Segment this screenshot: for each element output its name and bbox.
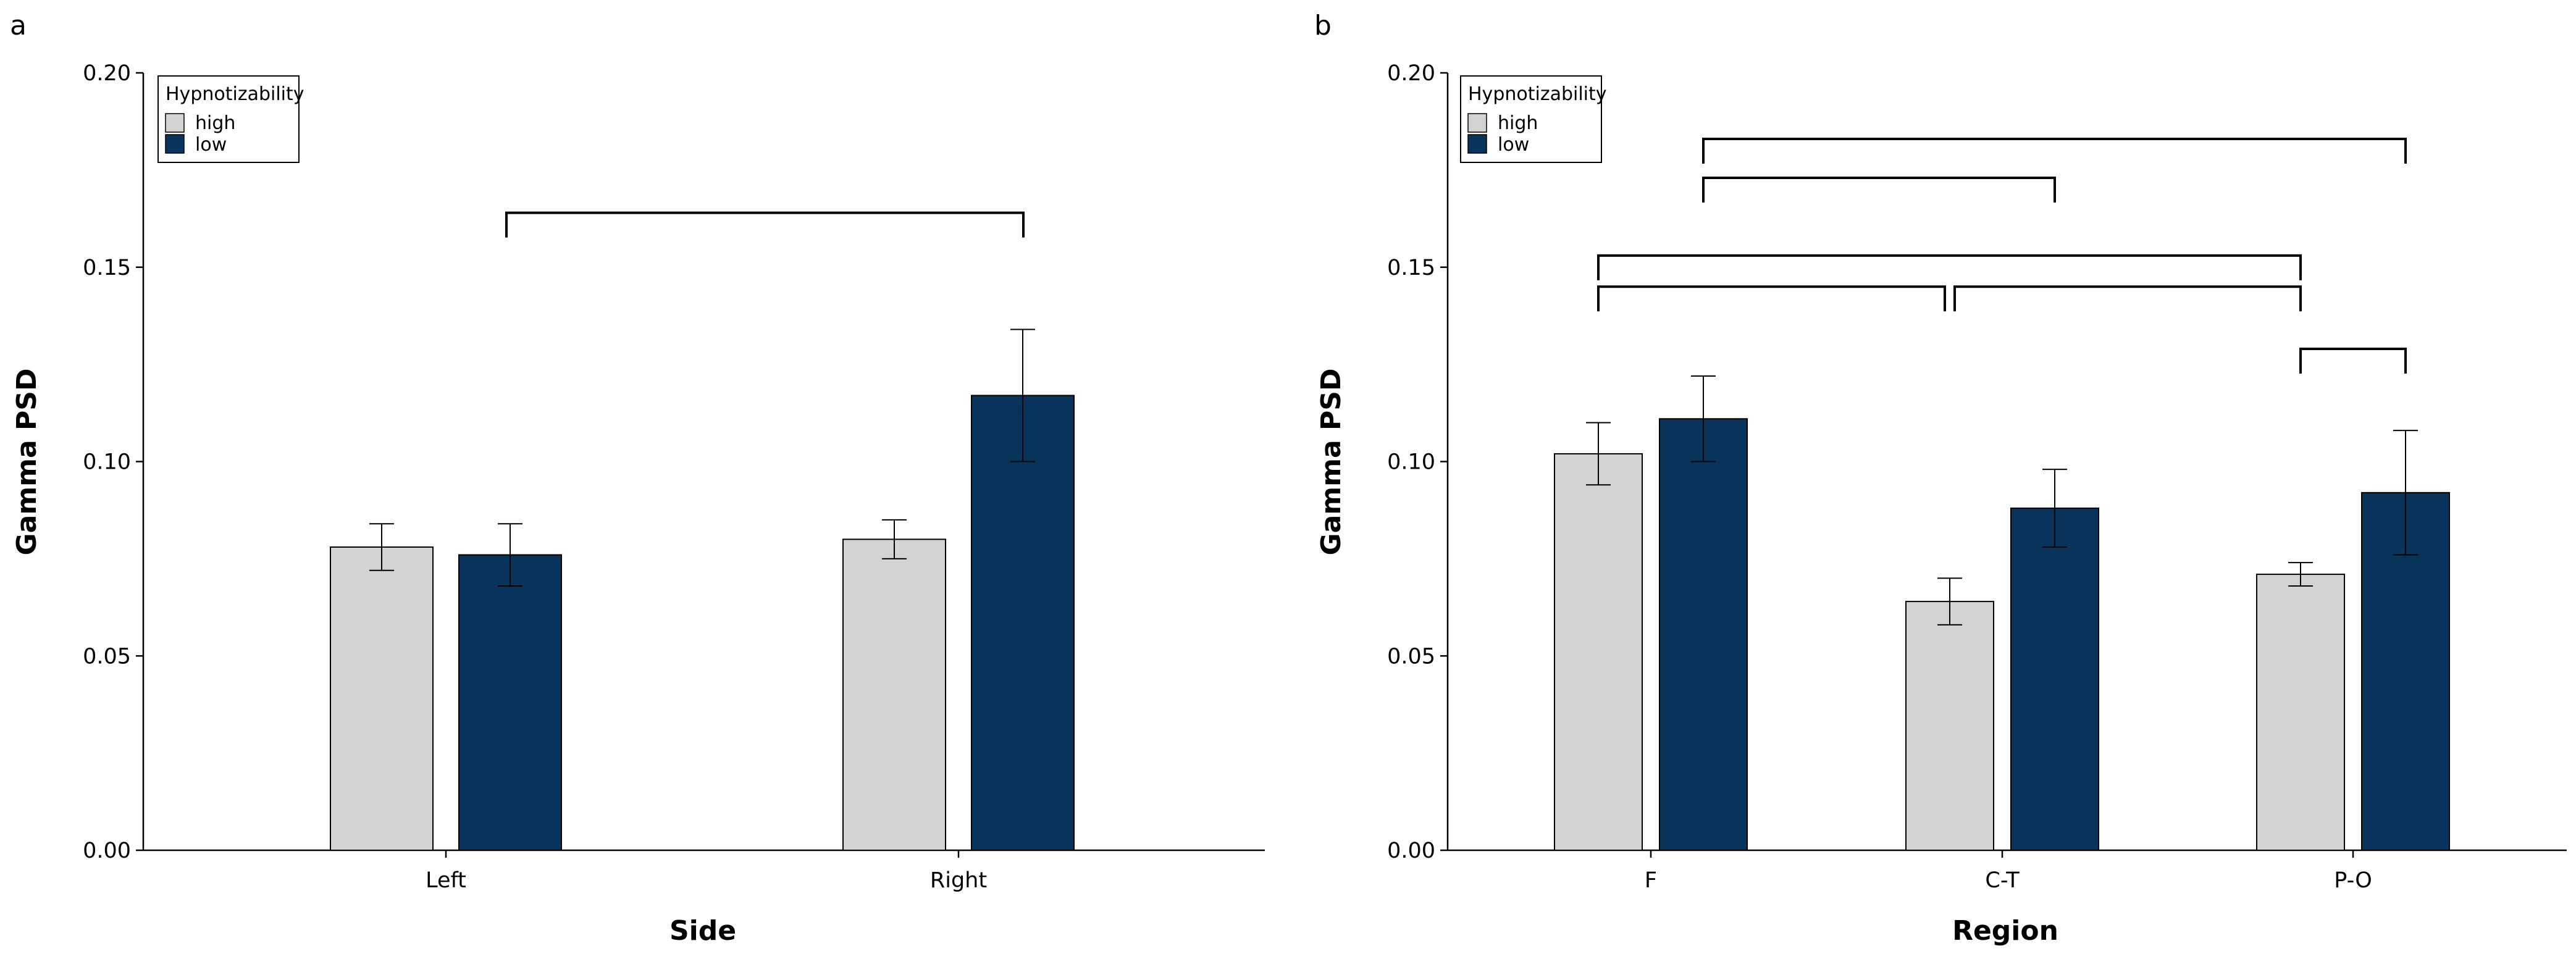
significance-bracket	[1702, 138, 2407, 164]
panel-a-legend: Hypnotizability high low	[157, 75, 304, 163]
legend-label-high: high	[195, 112, 235, 134]
y-tick-label: 0.20	[1387, 61, 1435, 86]
panel-a-significance-brackets	[505, 211, 1025, 238]
x-tick-label: F	[1645, 868, 1657, 893]
panel-a-y-axis-title: Gamma PSD	[11, 369, 43, 556]
bar-high-Right	[842, 538, 946, 851]
x-tick-label: P-O	[2334, 868, 2372, 893]
y-tick-label: 0.05	[1387, 644, 1435, 669]
y-tick-label: 0.00	[1387, 839, 1435, 863]
panel-a: a 0.00 0.05 0.10 0.15 0.20 Left Right Side Gam…	[10, 10, 1265, 947]
panel-b-legend: Hypnotizability high low	[1460, 75, 1607, 163]
y-tick-label: 0.10	[83, 450, 131, 475]
significance-bracket	[1597, 254, 2302, 280]
x-tick-label: C-T	[1985, 868, 2020, 893]
bar-low-Left	[458, 554, 562, 851]
x-tick-label: Right	[930, 868, 987, 893]
panel-b-x-axis-title: Region	[1952, 915, 2058, 947]
bar-high-C-T	[1905, 601, 1994, 851]
panel-b: b 0.00 0.05 0.10 0.15 0.20 F C-T P-O Region Gam…	[1314, 10, 2567, 947]
y-tick-label: 0.10	[1387, 450, 1435, 475]
y-tick-label: 0.15	[83, 256, 131, 280]
bar-high-F	[1554, 453, 1643, 851]
bar-high-Left	[330, 546, 434, 851]
legend-swatch-low	[1467, 134, 1487, 154]
bar-high-P-O	[2256, 574, 2345, 851]
panel-a-axes: 0.00 0.05 0.10 0.15 0.20 Left Right	[83, 61, 1265, 893]
legend-swatch-high	[1467, 113, 1487, 133]
panel-a-x-axis-title: Side	[669, 915, 736, 947]
significance-bracket	[1702, 176, 2056, 203]
legend-label-low: low	[1498, 134, 1529, 156]
bar-low-C-T	[2010, 508, 2099, 851]
significance-bracket	[1597, 285, 1946, 312]
significance-bracket	[2299, 347, 2407, 374]
y-tick-label: 0.15	[1387, 256, 1435, 280]
panel-label-b: b	[1314, 10, 1332, 41]
panel-b-y-axis-title: Gamma PSD	[1315, 369, 1347, 556]
panel-b-bars	[1554, 375, 2450, 851]
y-tick-label: 0.05	[83, 644, 131, 669]
legend-title: Hypnotizability	[1468, 83, 1607, 105]
x-tick-label: Left	[426, 868, 466, 893]
y-tick-label: 0.00	[83, 839, 131, 863]
legend-label-high: high	[1498, 112, 1538, 134]
significance-bracket	[505, 211, 1025, 238]
legend-title: Hypnotizability	[166, 83, 304, 105]
bar-low-Right	[971, 395, 1075, 851]
panel-label-a: a	[10, 10, 27, 41]
legend-swatch-low	[165, 134, 185, 154]
panel-b-significance-brackets	[1597, 138, 2407, 374]
bar-low-F	[1659, 418, 1748, 851]
panel-a-bars	[330, 328, 1075, 851]
legend-swatch-high	[165, 113, 185, 133]
significance-bracket	[1953, 285, 2302, 312]
legend-label-low: low	[195, 134, 227, 156]
y-tick-label: 0.20	[83, 61, 131, 86]
